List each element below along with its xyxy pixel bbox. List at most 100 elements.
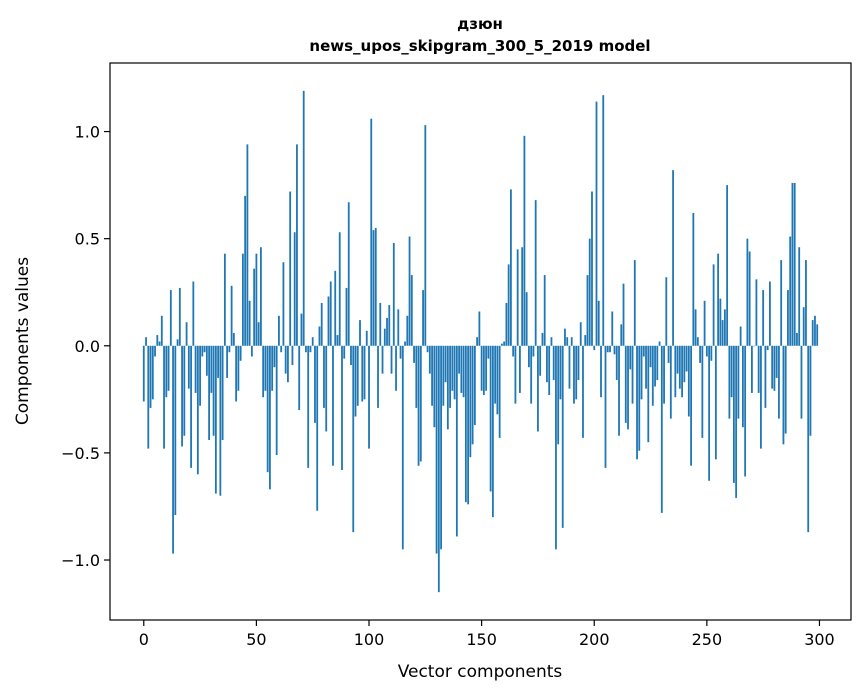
bar-284: [782, 345, 785, 445]
bar-55: [266, 345, 269, 473]
bar-106: [381, 345, 384, 374]
bar-221: [640, 345, 643, 400]
bar-131: [437, 345, 440, 593]
x-tick-label: 300: [804, 630, 835, 649]
bar-185: [559, 345, 562, 400]
bar-63: [284, 345, 287, 374]
bar-24: [196, 345, 199, 475]
bar-235: [672, 170, 674, 346]
bar-27: [203, 345, 206, 353]
bar-293: [802, 307, 805, 346]
bar-157: [496, 345, 499, 415]
bar-255: [717, 253, 720, 346]
bar-140: [458, 345, 460, 374]
bar-169: [523, 135, 526, 346]
bar-105: [379, 302, 382, 346]
bar-36: [223, 253, 226, 346]
bar-111: [392, 242, 395, 346]
bar-153: [487, 345, 490, 359]
bar-287: [789, 236, 792, 346]
bar-244: [692, 212, 695, 346]
bar-174: [534, 200, 537, 346]
bar-125: [424, 125, 427, 346]
bar-217: [631, 345, 634, 404]
bar-39: [230, 285, 233, 346]
bar-219: [636, 345, 638, 460]
bar-14: [174, 345, 177, 516]
bar-204: [602, 95, 605, 346]
bar-182: [552, 345, 555, 381]
bar-220: [638, 345, 641, 451]
bar-98: [363, 345, 366, 400]
bar-261: [730, 345, 733, 398]
bar-159: [501, 343, 503, 346]
bar-84: [332, 345, 334, 466]
bar-197: [586, 275, 589, 346]
bar-82: [327, 296, 330, 346]
bar-265: [739, 326, 742, 346]
bar-5: [154, 345, 156, 357]
bar-278: [769, 281, 771, 346]
bar-237: [676, 345, 679, 374]
bar-158: [498, 345, 501, 438]
bar-164: [512, 345, 515, 357]
bar-299: [816, 324, 819, 346]
bar-294: [805, 260, 807, 346]
bar-155: [491, 345, 494, 518]
bar-118: [408, 236, 411, 346]
bar-141: [460, 345, 463, 393]
bar-123: [419, 345, 422, 462]
bar-44: [241, 253, 244, 346]
bar-180: [548, 345, 551, 396]
bar-198: [588, 238, 591, 346]
bar-128: [431, 345, 433, 406]
bar-67: [293, 232, 296, 346]
bar-1: [145, 337, 147, 346]
bar-246: [696, 337, 699, 346]
bar-93: [352, 345, 355, 533]
bar-186: [561, 345, 564, 528]
bar-79: [320, 302, 323, 346]
bar-184: [557, 345, 560, 445]
bar-69: [298, 345, 301, 411]
bar-102: [372, 230, 375, 346]
bar-124: [422, 290, 424, 346]
bar-46: [246, 144, 249, 346]
bar-2: [147, 345, 150, 449]
bar-270: [751, 345, 753, 393]
bar-142: [462, 345, 465, 398]
bar-72: [305, 345, 307, 353]
bar-144: [467, 345, 470, 505]
bar-193: [577, 345, 580, 381]
x-tick-label: 100: [354, 630, 385, 649]
bar-181: [550, 337, 553, 346]
bar-215: [627, 345, 629, 430]
bar-297: [811, 320, 814, 346]
bar-57: [271, 345, 274, 391]
bar-209: [613, 345, 616, 355]
bar-7: [158, 341, 161, 346]
bar-80: [323, 345, 325, 408]
bar-292: [800, 345, 803, 419]
bar-176: [539, 345, 542, 376]
bar-208: [611, 311, 614, 346]
bar-19: [185, 322, 188, 346]
x-tick-label: 0: [139, 630, 149, 649]
bar-170: [525, 292, 528, 346]
bar-108: [386, 317, 388, 346]
bar-29: [208, 345, 210, 441]
bar-218: [633, 260, 636, 346]
y-axis-label: Components values: [13, 257, 33, 425]
bar-120: [413, 345, 415, 363]
bar-275: [762, 290, 765, 346]
bar-230: [660, 345, 663, 513]
bar-295: [807, 345, 810, 533]
bar-160: [503, 341, 506, 346]
bar-113: [397, 309, 400, 346]
bar-156: [494, 345, 497, 404]
bar-226: [651, 345, 654, 406]
bar-247: [699, 345, 701, 363]
bar-212: [620, 324, 623, 346]
bar-87: [338, 232, 341, 346]
bar-146: [471, 345, 474, 445]
